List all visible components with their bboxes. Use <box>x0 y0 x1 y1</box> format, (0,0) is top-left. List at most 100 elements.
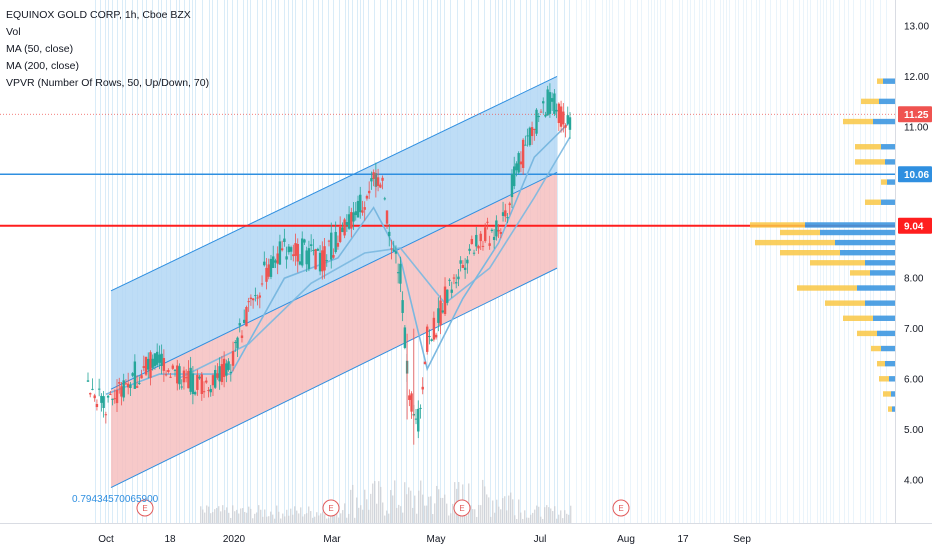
candle-body <box>497 229 500 232</box>
candle-body <box>162 358 166 371</box>
candle-body <box>550 98 554 102</box>
volume-bar <box>360 505 362 523</box>
candle-body <box>530 127 534 137</box>
volume-bar <box>428 496 430 523</box>
vpvr-up-bar <box>820 229 895 236</box>
volume-bar <box>356 497 358 523</box>
legend-symbol[interactable]: EQUINOX GOLD CORP, 1h, Cboe BZX <box>6 9 191 21</box>
legend-vpvr[interactable]: VPVR (Number Of Rows, 50, Up/Down, 70) <box>6 77 210 89</box>
volume-bar <box>492 500 494 523</box>
time-axis[interactable]: Oct 18 2020 Mar May Jul Aug 17 Sep <box>98 534 751 545</box>
volume-bar <box>346 517 348 523</box>
candle-body <box>151 358 154 368</box>
volume-bar <box>548 507 550 523</box>
candle-body <box>191 373 195 395</box>
candle-body <box>383 198 386 200</box>
channel-mid-line <box>110 171 558 390</box>
volume-bar <box>436 485 438 523</box>
price-tag-9.04: 9.04 <box>898 217 932 234</box>
earnings-marker[interactable]: E <box>322 499 340 517</box>
volume-bar <box>426 505 428 523</box>
volume-bar <box>438 489 440 523</box>
channel-lower-line <box>110 267 558 489</box>
candle-body <box>484 227 487 242</box>
candle-body <box>359 194 362 213</box>
volume-bar <box>344 503 346 523</box>
candle-body <box>285 256 288 260</box>
candle-body <box>562 111 565 125</box>
candle-body <box>269 258 273 277</box>
candle-body <box>546 89 549 116</box>
candle-body <box>410 393 413 412</box>
price-tick-label: 12.00 <box>904 72 929 83</box>
price-axis[interactable]: 13.0012.0011.0010.009.008.007.006.005.00… <box>904 22 929 487</box>
candle-body <box>334 231 337 253</box>
candle-body <box>314 249 317 270</box>
candle-body <box>430 339 433 341</box>
volume-bar <box>368 509 370 523</box>
vpvr-down-bar <box>797 285 857 291</box>
volume-bar <box>442 497 444 523</box>
price-tick-label: 11.00 <box>904 122 929 133</box>
volume-bar <box>502 498 504 523</box>
candle-body <box>312 249 315 251</box>
candle-body <box>539 111 543 113</box>
candle-body <box>153 353 157 367</box>
candle-body <box>147 358 150 370</box>
volume-bar <box>482 479 484 523</box>
volume-bar <box>486 494 488 523</box>
candle-body <box>86 380 90 382</box>
candle-body <box>176 365 179 384</box>
legend-vol[interactable]: Vol <box>6 26 21 38</box>
candle-body <box>294 243 297 256</box>
legend-ma200[interactable]: MA (200, close) <box>6 60 79 72</box>
vpvr-up-bar <box>873 315 895 321</box>
price-tick-label: 7.00 <box>904 324 924 335</box>
candle-body <box>517 153 520 173</box>
candle-body <box>564 125 567 128</box>
candle-body <box>229 371 233 374</box>
volume-bar <box>424 505 426 523</box>
candle-body <box>495 220 498 237</box>
candle-body <box>220 364 224 383</box>
volume-bar <box>470 505 472 523</box>
vpvr-up-bar <box>892 406 895 412</box>
candle-body <box>350 212 353 229</box>
price-tick-label: 6.00 <box>904 375 924 386</box>
candle-body <box>225 363 228 376</box>
legend-ma50[interactable]: MA (50, close) <box>6 43 74 55</box>
earnings-marker[interactable]: E <box>612 499 630 517</box>
volume-bar <box>568 514 570 523</box>
volume-bar <box>220 511 222 523</box>
volume-bar <box>342 510 344 523</box>
candle-body <box>367 190 371 194</box>
candle-body <box>113 398 116 400</box>
time-tick-label: Aug <box>617 534 635 545</box>
volume-bar <box>328 518 330 523</box>
candle-body <box>361 210 364 213</box>
volume-bar <box>526 517 528 523</box>
candle-body <box>276 253 279 264</box>
volume-bar <box>558 514 560 523</box>
candle-body <box>553 93 556 114</box>
vpvr-down-bar <box>843 118 873 125</box>
volume-bar <box>406 494 408 523</box>
candle-body <box>122 380 125 398</box>
earnings-marker[interactable]: E <box>136 499 154 517</box>
vpvr-up-bar <box>865 260 895 266</box>
time-tick-label: 18 <box>164 534 176 545</box>
volume-bar <box>374 481 376 523</box>
candle-body <box>120 386 123 397</box>
volume-bar <box>324 514 326 523</box>
candle-body <box>138 383 141 385</box>
candle-body <box>432 317 436 340</box>
candle-body <box>535 109 538 134</box>
volume-bar <box>282 513 284 523</box>
volume-bar <box>552 511 554 523</box>
earnings-marker[interactable]: E <box>453 499 471 517</box>
candle-body <box>254 295 257 297</box>
channel-deviation-label: 0.79434570065900 <box>72 494 159 505</box>
candle-body <box>211 375 215 386</box>
volume-bar <box>538 506 540 523</box>
